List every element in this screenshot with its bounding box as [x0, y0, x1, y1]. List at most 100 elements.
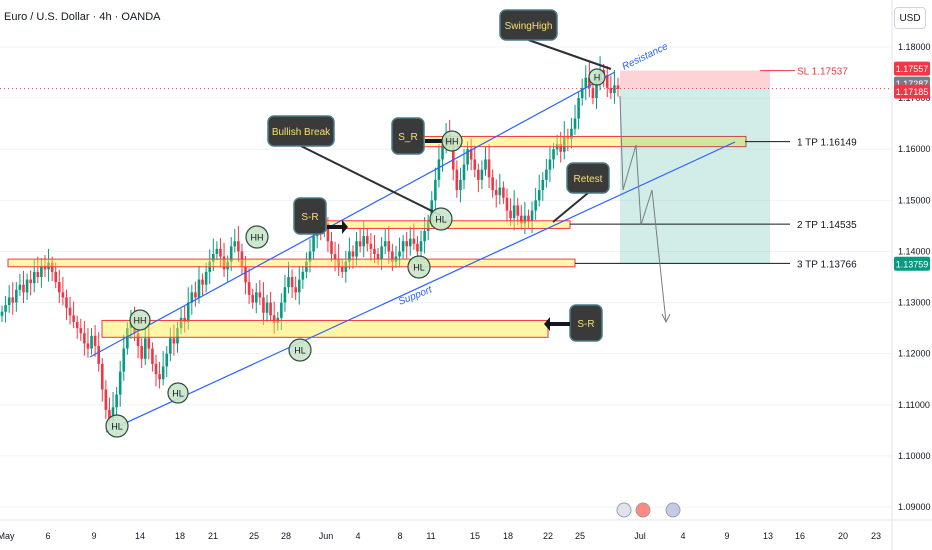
support-line — [105, 141, 736, 433]
pivot-marker — [167, 382, 189, 404]
candle-body — [405, 241, 408, 247]
candle-body — [462, 164, 466, 180]
projection-path — [619, 95, 667, 323]
x-tick-label: 18 — [175, 531, 185, 541]
price-tag-label: 1.17287 — [896, 79, 929, 89]
pivot-marker — [129, 309, 151, 331]
candle-body — [79, 328, 83, 334]
pivot-marker — [441, 130, 463, 152]
candle-body — [269, 302, 272, 316]
candle-body — [473, 159, 477, 170]
candle-body — [254, 292, 258, 303]
y-tick-label: 1.10000 — [898, 451, 931, 461]
candle-body — [616, 85, 620, 89]
candle-body — [520, 215, 523, 224]
pivot-label: HH — [446, 137, 459, 147]
x-tick-label: 11 — [426, 531, 435, 541]
candle-body — [287, 277, 290, 288]
candle-body — [290, 277, 294, 288]
candle-body — [523, 215, 527, 224]
x-tick-label: 25 — [249, 531, 259, 541]
x-tick-label: 13 — [763, 531, 773, 541]
callout-pointer — [552, 192, 589, 223]
x-tick-label: 8 — [397, 531, 402, 541]
candle-body — [140, 346, 143, 359]
callout-box — [391, 117, 425, 155]
candle-body — [147, 338, 151, 349]
candle-body — [219, 248, 222, 257]
candle-body — [258, 292, 262, 298]
callout-box — [499, 9, 558, 41]
candle-body — [537, 190, 541, 201]
stop-loss-box — [620, 70, 770, 89]
callout-box — [293, 197, 327, 235]
y-tick-label: 1.11000 — [898, 400, 930, 410]
candle-body — [512, 205, 516, 219]
candle-body — [548, 159, 552, 170]
candle-body — [487, 159, 491, 178]
resistance-label: Resistance — [620, 41, 670, 73]
x-tick-label: 22 — [543, 531, 553, 541]
candle-body — [348, 251, 351, 262]
take-profit-box — [620, 88, 770, 264]
candle-body — [502, 187, 505, 198]
candle-body — [65, 297, 68, 308]
candle-body — [265, 302, 269, 313]
candle-body — [165, 353, 169, 367]
x-tick-label: Jun — [319, 531, 334, 541]
candle-body — [115, 394, 118, 408]
candle-body — [484, 159, 487, 170]
x-tick-label: 4 — [680, 531, 685, 541]
candle-body — [466, 149, 469, 165]
candle-body — [509, 210, 512, 219]
candle-body — [108, 409, 111, 421]
x-tick-label: 6 — [45, 531, 50, 541]
level-label: SL 1.17537 — [797, 67, 848, 78]
candle-body — [68, 307, 72, 316]
price-tag-label: 1.17557 — [896, 64, 929, 74]
x-tick-label: 9 — [724, 531, 729, 541]
candle-body — [419, 241, 423, 252]
x-tick-label: 9 — [91, 531, 96, 541]
candle-body — [237, 241, 240, 252]
candle-body — [423, 231, 426, 242]
candle-body — [169, 338, 172, 354]
candle-body — [294, 287, 297, 293]
candle-body — [584, 77, 588, 88]
pivot-label: HL — [172, 389, 184, 399]
pivot-label: HH — [134, 316, 147, 326]
candle-body — [541, 179, 545, 191]
candle-body — [36, 271, 40, 277]
candle-body — [491, 177, 494, 191]
candle-body — [426, 220, 430, 231]
candle-body — [530, 210, 534, 221]
candle-body — [25, 279, 29, 293]
candle-body — [176, 328, 179, 344]
candle-body — [215, 248, 219, 254]
level-label: 1 TP 1.16149 — [797, 138, 857, 149]
candle-body — [401, 241, 405, 252]
y-tick-label: 1.16000 — [898, 144, 931, 154]
candle-body — [72, 315, 75, 322]
candle-body — [398, 251, 401, 257]
candle-body — [90, 335, 93, 349]
candle-body — [297, 279, 301, 293]
candle-body — [75, 321, 79, 329]
x-tick-label: 18 — [503, 531, 513, 541]
candle-body — [7, 297, 11, 306]
chart-title: Euro / U.S. Dollar · 4h · OANDA — [4, 11, 161, 23]
pivot-marker — [245, 225, 269, 249]
arrow-head — [342, 220, 348, 234]
candle-body — [183, 317, 186, 322]
candle-body — [126, 328, 129, 349]
event-icon — [665, 502, 681, 518]
candle-body — [97, 346, 100, 364]
callout-box — [566, 162, 610, 194]
currency-button[interactable]: USD — [894, 7, 926, 29]
candle-body — [83, 333, 86, 344]
candle-body — [591, 87, 595, 99]
event-icon — [616, 502, 632, 518]
callout-label: SwingHigh — [505, 21, 553, 32]
candle-body — [280, 302, 283, 318]
